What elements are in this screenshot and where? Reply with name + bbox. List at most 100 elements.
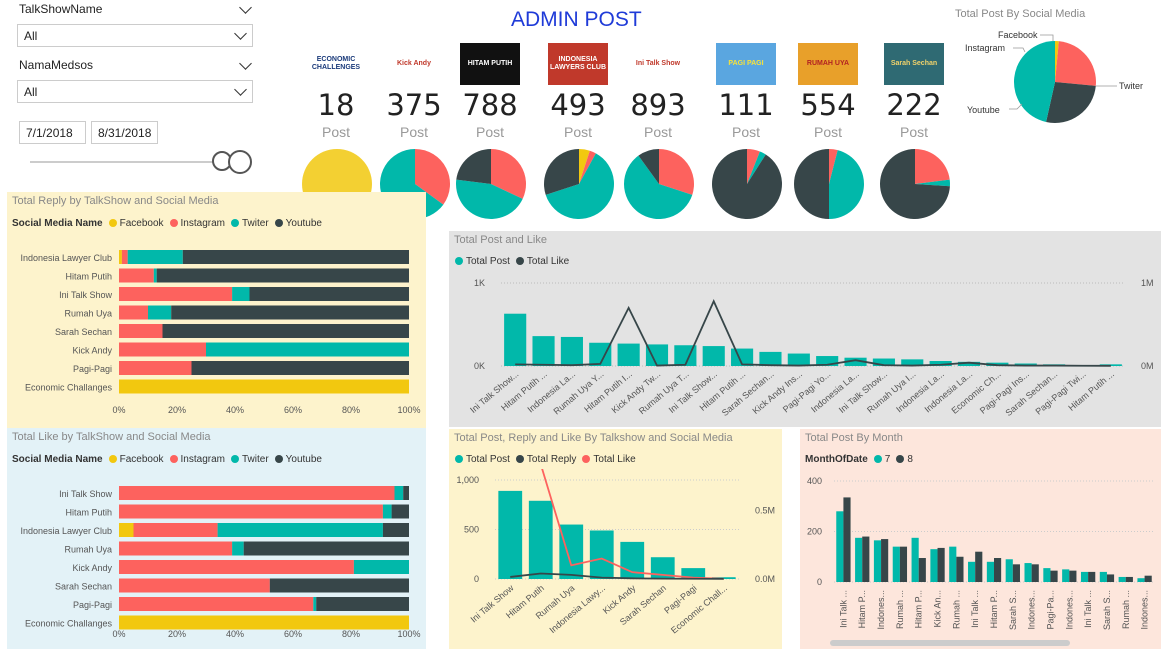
- y-category-label: Indonesia Lawyer Club: [20, 526, 112, 536]
- leader-line: [1013, 47, 1026, 53]
- legend-dot: [873, 455, 882, 463]
- social-pie-slice: [1055, 41, 1059, 82]
- month-8-bar: [899, 546, 908, 582]
- post-bar: [681, 568, 706, 579]
- month-7-bar: [892, 546, 900, 582]
- page-title: ADMIN POST: [511, 8, 642, 31]
- x-tick-label: 80%: [342, 629, 360, 639]
- stacked-bar-segment: [119, 597, 314, 611]
- y-right-tick: 0.0M: [755, 574, 775, 584]
- kpi-label: Post: [563, 124, 592, 140]
- y-category-label: Kick Andy: [72, 563, 112, 573]
- date-slider-track[interactable]: [30, 161, 240, 163]
- x-tick-label: 0%: [112, 629, 125, 639]
- month-8-bar: [881, 539, 889, 582]
- horizontal-scrollbar[interactable]: [830, 640, 1070, 646]
- stacked-bar-segment: [119, 615, 409, 630]
- legend-dot: [230, 219, 239, 227]
- legend-dot: [896, 455, 905, 463]
- date-start-input[interactable]: 7/1/2018: [19, 121, 86, 144]
- y-category-label: Pagi-Pagi: [73, 364, 112, 374]
- talkshow-combo-legend: Total Post Total Reply Total Like: [449, 454, 636, 465]
- x-category-label: Pagi-Pagi Twi...: [1034, 369, 1088, 417]
- month-7-bar: [949, 546, 957, 582]
- x-tick-label: 0%: [112, 405, 125, 415]
- kpi-label: Post: [321, 124, 350, 140]
- talkshow-dropdown[interactable]: All: [17, 24, 253, 47]
- month-7-bar: [1005, 559, 1013, 582]
- sarah-sechan-logo: Sarah Sechan: [884, 43, 944, 85]
- stacked-bar-segment: [232, 541, 244, 556]
- stacked-bar-segment: [148, 305, 172, 320]
- month-7-bar: [911, 537, 919, 582]
- month-7-bar: [1137, 578, 1145, 582]
- stacked-bar-segment: [119, 305, 148, 320]
- kpi-card: 788 Post: [450, 88, 530, 140]
- kpi-pie-chart: [544, 149, 614, 219]
- kpi-card: 375 Post: [374, 88, 454, 140]
- x-category-label: Rumah ...: [951, 590, 961, 629]
- legend-dot: [169, 219, 178, 227]
- kick-andy-logo: Kick Andy: [384, 43, 444, 85]
- y-right-tick: 1M: [1141, 278, 1154, 288]
- month-8-bar: [994, 558, 1002, 582]
- kpi-pie-chart: [624, 149, 694, 219]
- medsos-dropdown[interactable]: All: [17, 80, 253, 103]
- month-8-bar: [862, 536, 870, 582]
- stacked-bar-segment: [269, 578, 409, 593]
- month-7-bar: [836, 511, 844, 582]
- stacked-bar-segment: [119, 250, 122, 264]
- y-category-label: Pagi-Pagi: [73, 600, 112, 610]
- date-slider-handle-end[interactable]: [228, 150, 252, 174]
- chevron-down-icon[interactable]: [239, 1, 252, 14]
- y-category-label: Rumah Uya: [64, 545, 112, 555]
- stacked-bar-segment: [394, 486, 404, 500]
- month-7-bar: [1118, 576, 1126, 582]
- month-8-bar: [1012, 564, 1020, 582]
- stacked-bar-segment: [206, 342, 409, 357]
- x-tick-label: 60%: [284, 629, 302, 639]
- stacked-bar-segment: [121, 250, 128, 264]
- month-chart-title: Total Post By Month: [805, 432, 903, 444]
- kpi-pie-chart: [880, 149, 950, 219]
- kpi-pie-slice: [915, 179, 950, 187]
- stacked-bar-segment: [217, 523, 383, 537]
- month-7-bar: [1043, 568, 1051, 582]
- kpi-label: Post: [475, 124, 504, 140]
- stacked-bar-segment: [119, 324, 163, 338]
- social-pie-slice: [1014, 41, 1055, 123]
- kpi-pie-chart: [456, 149, 526, 219]
- medsos-dropdown-value: All: [24, 85, 38, 99]
- social-pie-title: Total Post By Social Media: [955, 8, 1086, 20]
- kpi-card: 893 Post: [618, 88, 698, 140]
- reply-chart-title: Total Reply by TalkShow and Social Media: [12, 195, 219, 207]
- x-category-label: Rumah Uya Y...: [551, 369, 605, 417]
- reply-line: [510, 572, 724, 580]
- kpi-value: 375: [386, 88, 442, 122]
- kpi-card: 554 Post: [788, 88, 868, 140]
- legend-item: Instagram: [180, 218, 225, 229]
- legend-title: MonthOfDate: [805, 454, 868, 465]
- like-chart-legend: Social Media Name Facebook Instagram Twiter…: [12, 454, 322, 465]
- kpi-pie-slice: [638, 149, 659, 184]
- chevron-down-icon[interactable]: [239, 57, 252, 70]
- like-chart-panel: Total Like by TalkShow and Social Media …: [7, 428, 426, 649]
- post-like-legend: Total Post Total Like: [449, 256, 569, 267]
- kpi-pie-slice: [545, 153, 614, 219]
- post-bar: [589, 342, 612, 366]
- ilc-logo: INDONESIA LAWYERS CLUB: [548, 43, 608, 85]
- legend-item: Total Like: [526, 256, 570, 267]
- label-facebook: Facebook: [998, 30, 1038, 40]
- legend-item: Twiter: [241, 218, 269, 229]
- legend-dot: [582, 455, 591, 463]
- kpi-value: 493: [550, 88, 606, 122]
- legend-dot: [169, 455, 178, 463]
- stacked-bar-segment: [133, 523, 218, 537]
- x-category-label: Hitam P...: [914, 590, 924, 628]
- date-end-input[interactable]: 8/31/2018: [91, 121, 158, 144]
- legend-item: Facebook: [119, 218, 164, 229]
- x-category-label: Indones...: [1140, 590, 1150, 630]
- kpi-card: 18 Post: [296, 88, 376, 140]
- stacked-bar-segment: [249, 287, 409, 301]
